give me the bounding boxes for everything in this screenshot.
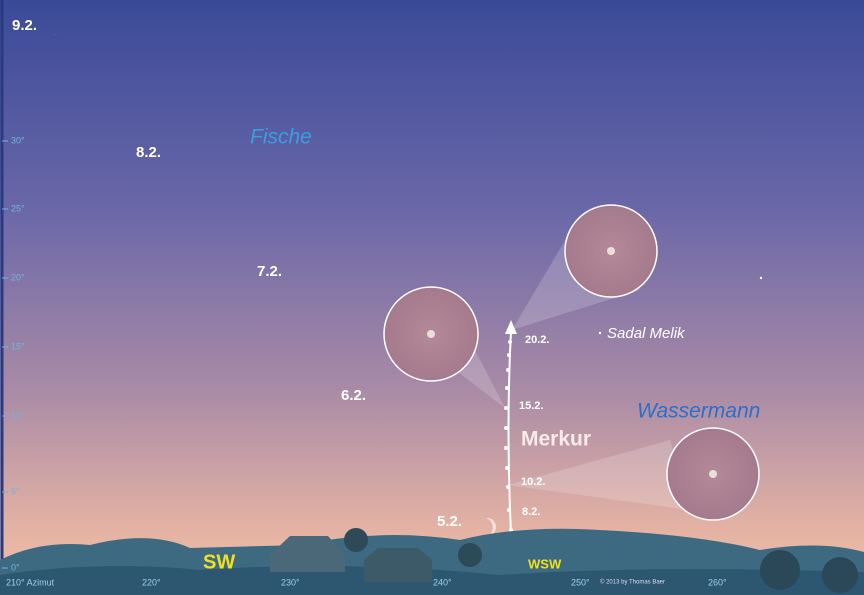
date-label: 8.2. xyxy=(522,506,540,518)
star xyxy=(759,276,763,280)
alt-label: 30° xyxy=(11,135,25,145)
moon-label: 8.2. xyxy=(136,144,161,161)
az-label: 260° xyxy=(708,577,727,587)
date-label: 15.2. xyxy=(519,400,543,412)
az-label: 220° xyxy=(142,577,161,587)
moon-label: 7.2. xyxy=(257,263,282,280)
alt-label: 15° xyxy=(11,341,25,351)
arrow xyxy=(505,320,517,334)
star-label: Sadal Melik xyxy=(607,325,686,342)
direction: SW xyxy=(203,551,235,573)
moon-label: 6.2. xyxy=(341,387,366,404)
cone xyxy=(508,440,690,510)
alt-label: 0° xyxy=(11,562,20,572)
alt-label: 25° xyxy=(11,203,25,213)
credit: © 2013 by Thomas Baer xyxy=(600,579,665,586)
constellation: Wassermann xyxy=(637,400,760,423)
az-label: 230° xyxy=(281,577,300,587)
az-label: 240° xyxy=(433,577,452,587)
alt-label: 20° xyxy=(11,272,25,282)
houses xyxy=(270,528,858,593)
az-label: 250° xyxy=(571,577,590,587)
track-dots xyxy=(504,340,513,532)
star xyxy=(598,331,602,335)
alt-label: 5° xyxy=(11,486,20,496)
constellation: Fische xyxy=(250,126,312,149)
date-label: 20.2. xyxy=(525,334,549,346)
direction: WSW xyxy=(528,556,562,571)
moon-label: 5.2. xyxy=(437,513,462,530)
az-label: 210° Azimut xyxy=(6,577,55,587)
planet-label: Merkur xyxy=(521,428,591,451)
moon-crescents xyxy=(46,14,497,536)
date-label: 10.2. xyxy=(521,476,545,488)
alt-ticks xyxy=(2,140,8,569)
moon-label: 9.2. xyxy=(12,17,37,34)
magnified-discs xyxy=(383,204,760,521)
alt-label: 10° xyxy=(11,410,25,420)
